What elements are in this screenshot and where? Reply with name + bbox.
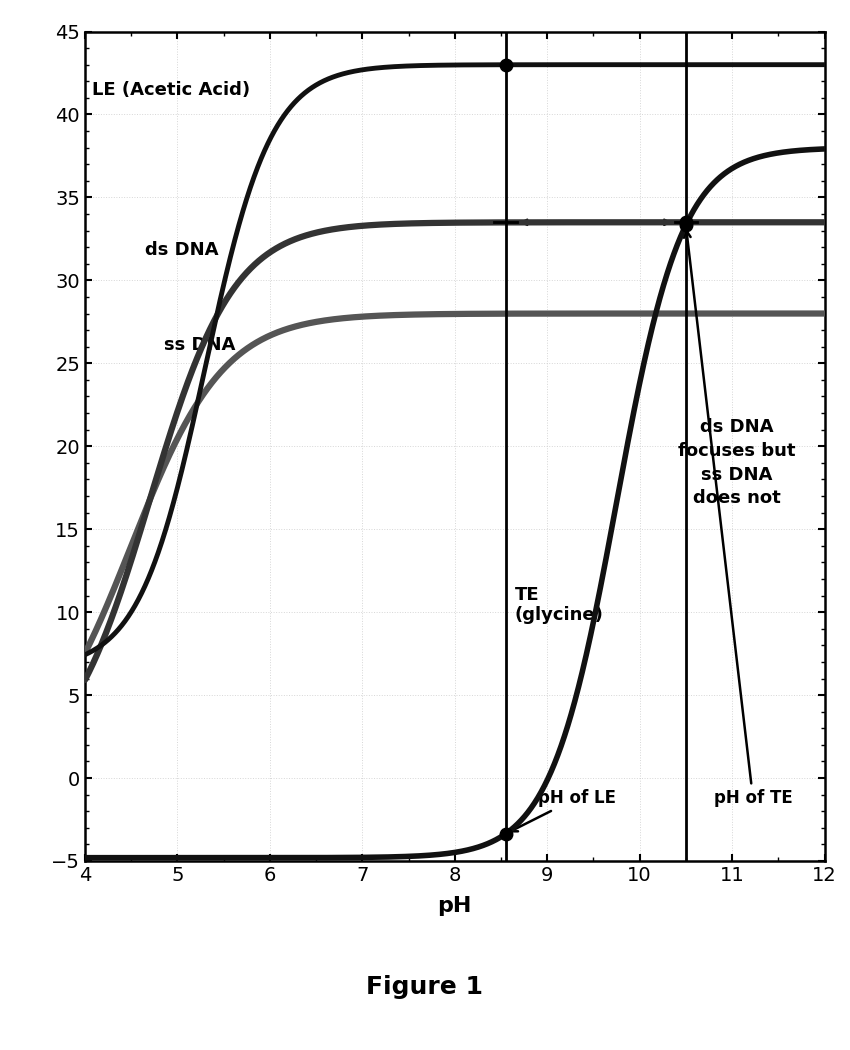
Text: Figure 1: Figure 1 [366,975,484,999]
Text: pH of TE: pH of TE [684,231,792,807]
Text: TE
(glycine): TE (glycine) [515,586,604,625]
Text: pH of LE: pH of LE [511,789,616,832]
Text: LE (Acetic Acid): LE (Acetic Acid) [93,81,251,100]
Text: ds DNA
focuses but
ss DNA
does not: ds DNA focuses but ss DNA does not [678,419,796,507]
X-axis label: pH: pH [438,896,472,916]
Text: ds DNA: ds DNA [145,242,218,259]
Text: ss DNA: ss DNA [163,336,235,354]
